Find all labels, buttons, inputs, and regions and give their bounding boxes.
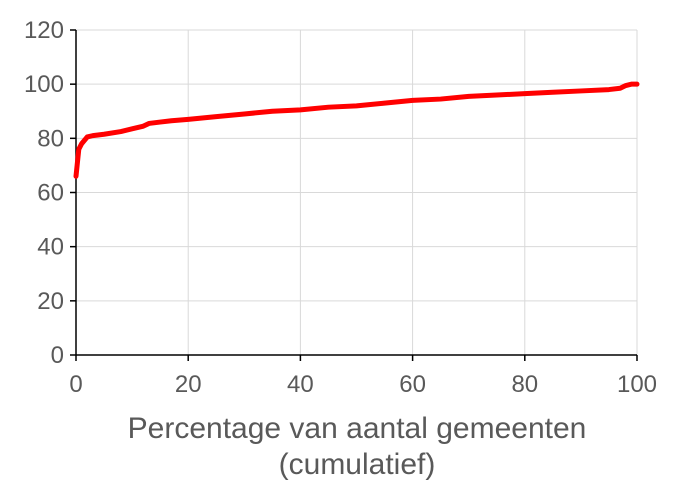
y-tick-label: 100 [24, 71, 64, 98]
x-axis-title-line2: (cumulatief) [279, 448, 436, 481]
y-tick-label: 0 [51, 342, 64, 369]
x-tick-label: 0 [69, 371, 82, 398]
x-tick-label: 20 [175, 371, 202, 398]
x-tick-label: 100 [617, 371, 657, 398]
x-tick-label: 40 [287, 371, 314, 398]
tick-labels: 0 20 40 60 80 100 120 0 20 40 60 80 100 [24, 17, 657, 398]
axes [70, 29, 638, 361]
x-tick-label: 60 [399, 371, 426, 398]
y-tick-label: 60 [37, 180, 64, 207]
series-layer [73, 81, 640, 179]
x-tick-label: 80 [511, 371, 538, 398]
gridlines [76, 29, 638, 355]
x-axis-title-line1: Percentage van aantal gemeenten [128, 412, 587, 445]
y-tick-label: 120 [24, 17, 64, 44]
series-line [73, 81, 640, 179]
y-tick-label: 20 [37, 288, 64, 315]
y-tick-label: 80 [37, 125, 64, 152]
y-tick-label: 40 [37, 234, 64, 261]
